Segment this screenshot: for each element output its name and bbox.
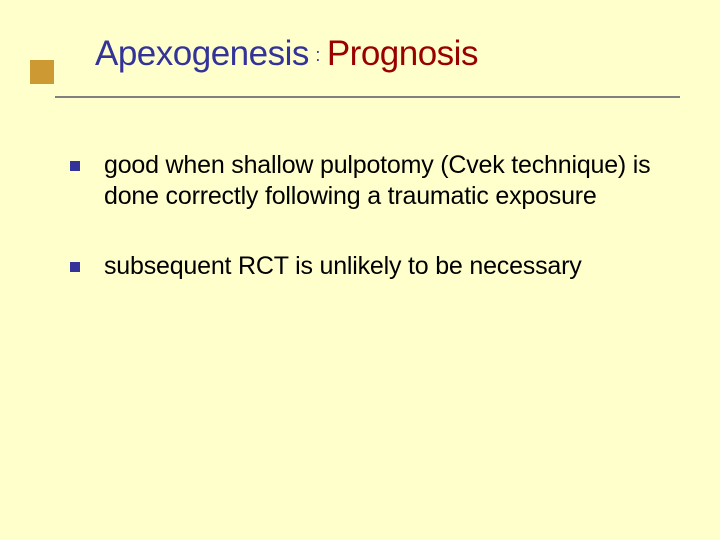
square-bullet-icon bbox=[70, 161, 80, 171]
title-part-1: Apexogenesis bbox=[95, 34, 309, 73]
bullet-text: good when shallow pulpotomy (Cvek techni… bbox=[104, 150, 670, 213]
title-accent-square bbox=[30, 60, 54, 84]
title-part-2: Prognosis bbox=[327, 34, 478, 73]
slide-title: Apexogenesis : Prognosis bbox=[95, 34, 478, 74]
list-item: subsequent RCT is unlikely to be necessa… bbox=[70, 251, 670, 282]
list-item: good when shallow pulpotomy (Cvek techni… bbox=[70, 150, 670, 213]
title-separator: : bbox=[313, 45, 322, 65]
bullet-text: subsequent RCT is unlikely to be necessa… bbox=[104, 251, 582, 282]
slide: Apexogenesis : Prognosis good when shall… bbox=[0, 0, 720, 540]
bullet-list: good when shallow pulpotomy (Cvek techni… bbox=[70, 150, 670, 282]
title-underline bbox=[55, 96, 680, 98]
square-bullet-icon bbox=[70, 262, 80, 272]
